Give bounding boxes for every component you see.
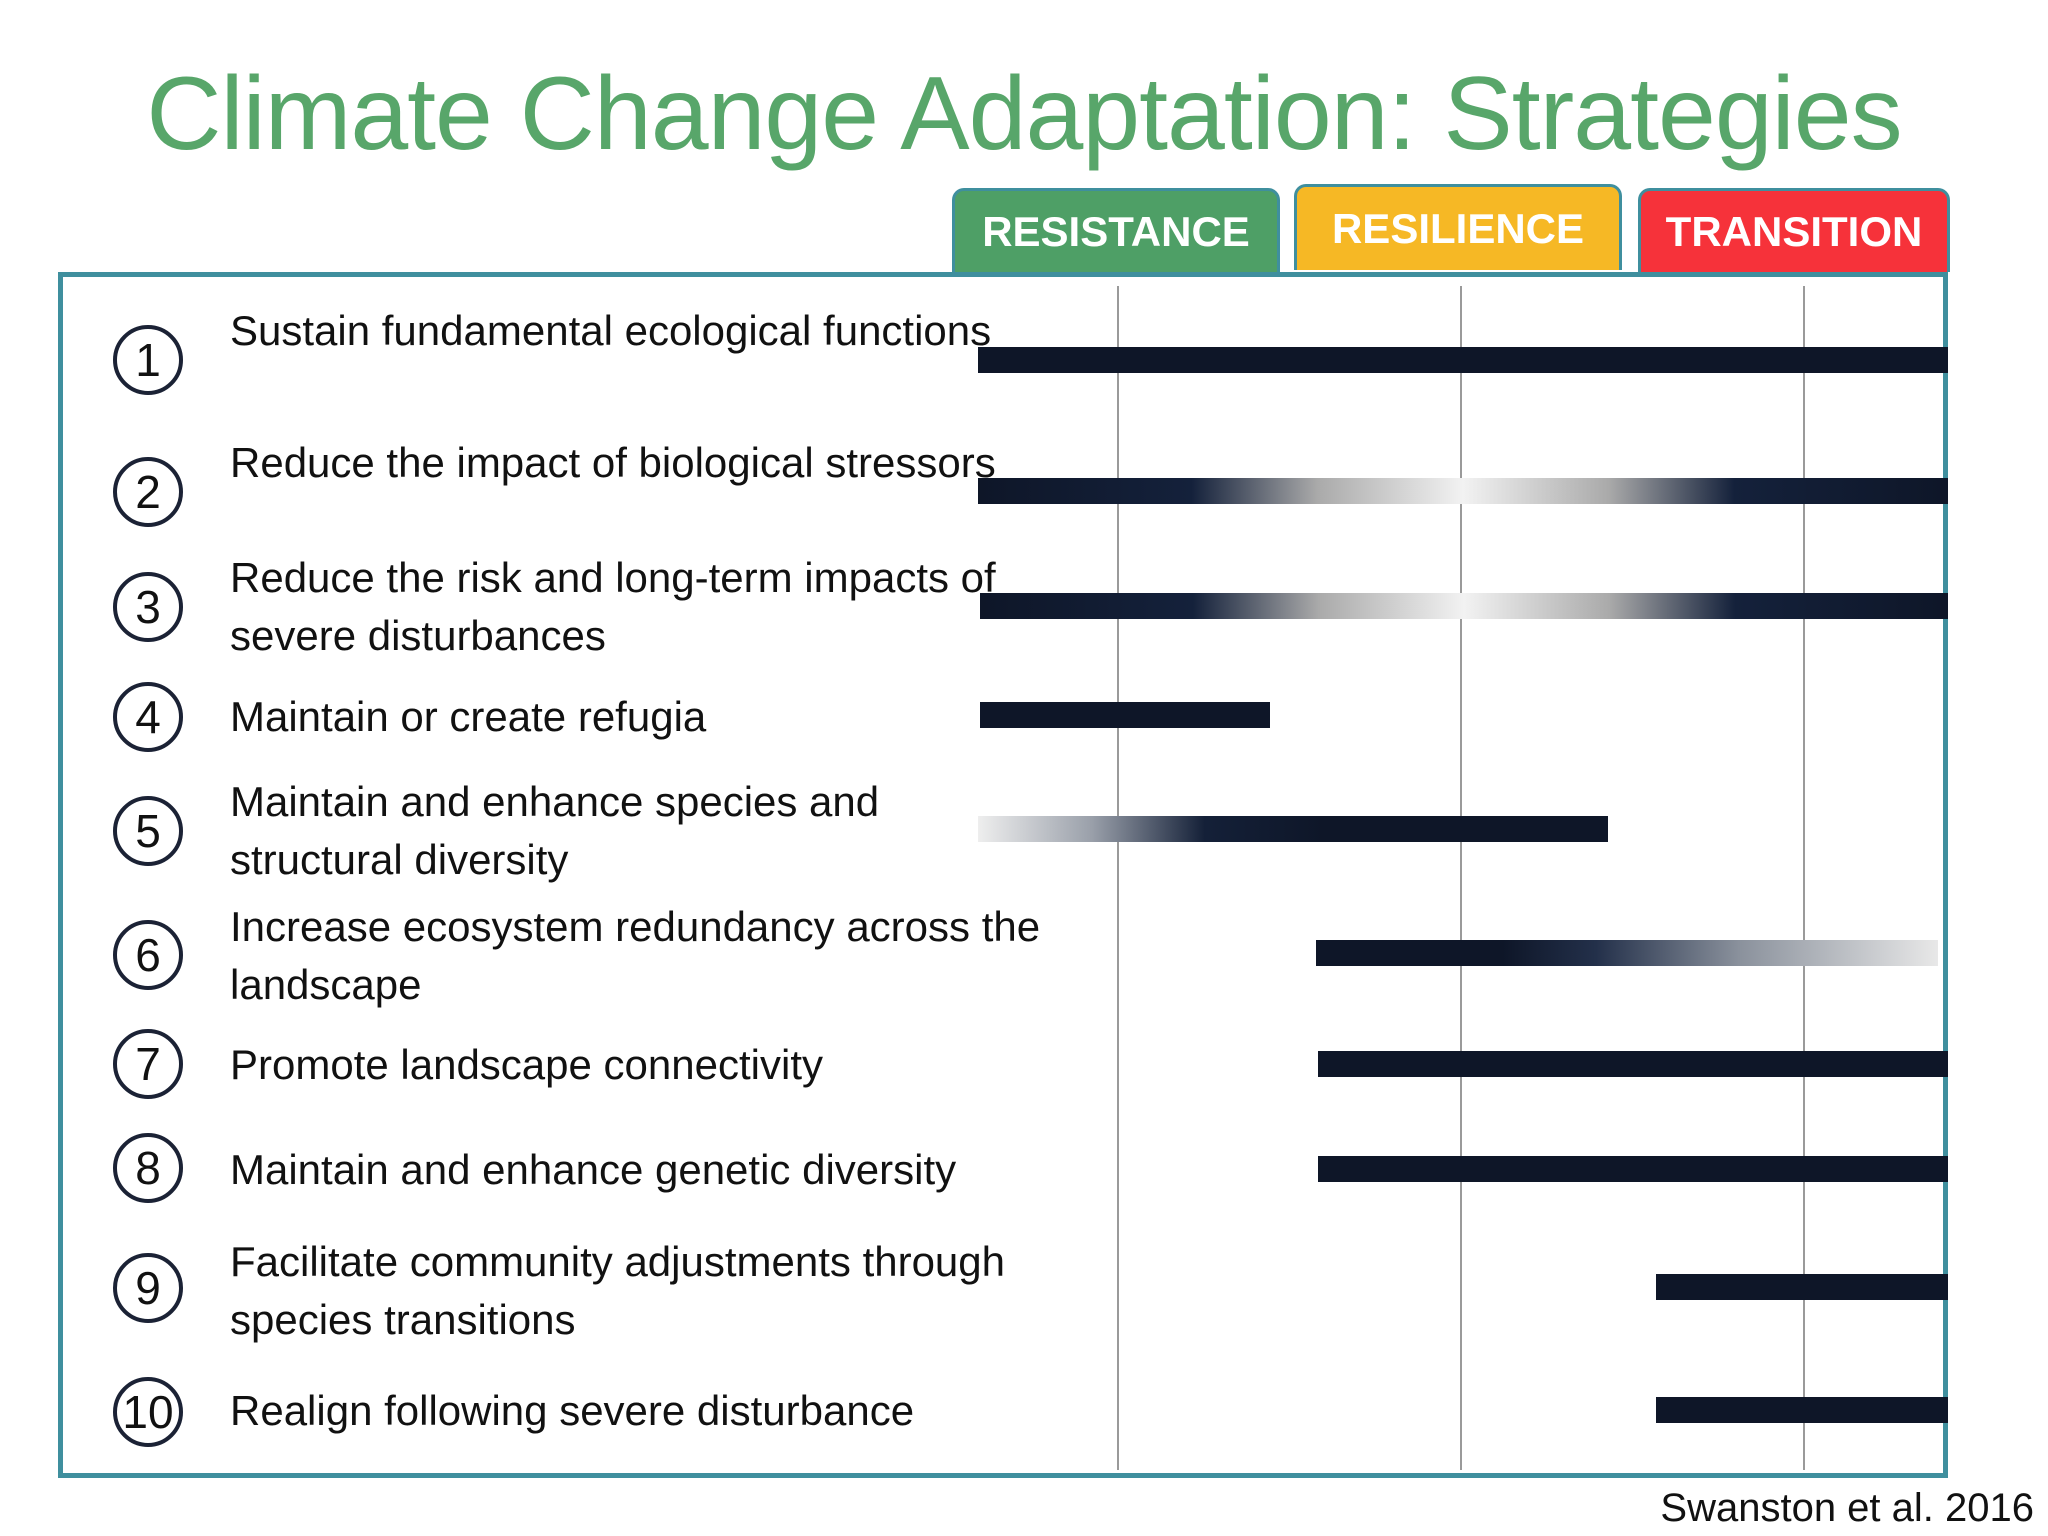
strategy-number-10: 10 [113, 1377, 183, 1447]
column-header-transition: TRANSITION [1638, 188, 1950, 272]
strategy-number-6: 6 [113, 920, 183, 990]
gridline-resistance [1117, 286, 1119, 1470]
strategy-bar-5 [978, 816, 1608, 842]
strategy-label-2: Reduce the impact of biological stressor… [230, 439, 996, 486]
gridline-resilience [1460, 286, 1462, 1470]
strategy-label-6: Increase ecosystem redundancy across the… [230, 903, 1041, 1008]
strategy-table-frame [58, 272, 1948, 1478]
strategy-bar-9 [1656, 1274, 1948, 1300]
strategy-bar-4 [980, 702, 1270, 728]
strategy-bar-7 [1318, 1051, 1948, 1077]
strategy-number-8: 8 [113, 1133, 183, 1203]
strategy-label-5: Maintain and enhance species and structu… [230, 778, 880, 883]
strategy-number-9: 9 [113, 1253, 183, 1323]
page-title: Climate Change Adaptation: Strategies [146, 56, 1902, 172]
strategy-number-4: 4 [113, 682, 183, 752]
strategy-label-8: Maintain and enhance genetic diversity [230, 1146, 957, 1193]
strategy-label-9: Facilitate community adjustments through… [230, 1238, 1006, 1343]
strategy-bar-3 [980, 593, 1948, 619]
gridline-transition [1803, 286, 1805, 1470]
strategy-bar-8 [1318, 1156, 1948, 1182]
strategy-bar-10 [1656, 1397, 1948, 1423]
strategy-number-5: 5 [113, 796, 183, 866]
strategy-label-1: Sustain fundamental ecological functions [230, 307, 992, 354]
strategy-number-2: 2 [113, 457, 183, 527]
column-header-resistance: RESISTANCE [952, 188, 1280, 272]
strategy-bar-6 [1316, 940, 1938, 966]
strategy-number-7: 7 [113, 1029, 183, 1099]
strategy-label-4: Maintain or create refugia [230, 693, 707, 740]
source-citation: Swanston et al. 2016 [1660, 1486, 2034, 1530]
strategy-bar-1 [978, 347, 1948, 373]
strategy-number-3: 3 [113, 572, 183, 642]
strategy-number-1: 1 [113, 325, 183, 395]
column-header-resilience: RESILIENCE [1294, 184, 1622, 270]
strategy-label-7: Promote landscape connectivity [230, 1041, 823, 1088]
strategy-label-10: Realign following severe disturbance [230, 1387, 915, 1434]
strategy-label-3: Reduce the risk and long-term impacts of… [230, 554, 996, 659]
strategy-bar-2 [978, 478, 1948, 504]
